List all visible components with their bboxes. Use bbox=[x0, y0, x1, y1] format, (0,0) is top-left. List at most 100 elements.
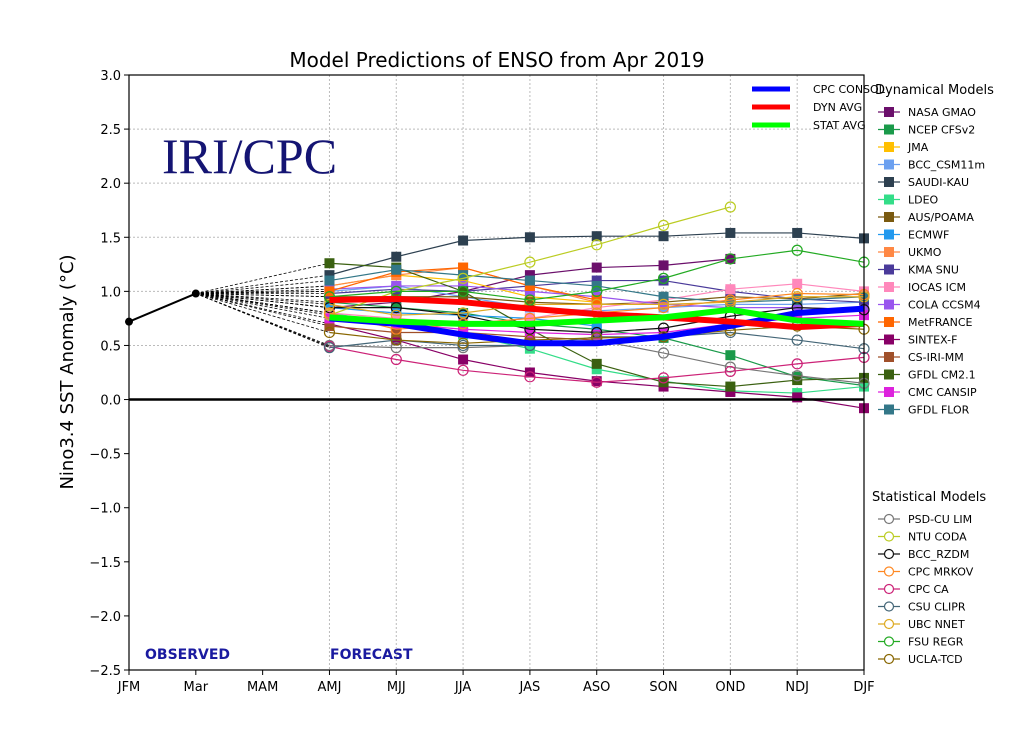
point-gfdl-flor bbox=[391, 264, 402, 275]
series-line-dyn-avg bbox=[329, 295, 865, 331]
point-gfdl-cm2-1 bbox=[725, 381, 736, 392]
point-ntu-coda bbox=[457, 272, 469, 284]
legend-label: CS-IRI-MM bbox=[908, 351, 964, 364]
point-fsu-regr bbox=[457, 285, 469, 297]
point-fsu-regr bbox=[791, 244, 803, 256]
legend-marker bbox=[884, 404, 894, 415]
y-tick-label: 0.5 bbox=[100, 339, 121, 354]
point-cpc-ca bbox=[791, 358, 803, 370]
series-line-psd-cu-lim bbox=[329, 339, 865, 384]
point-ucla-tcd bbox=[323, 326, 336, 339]
point-cs-iri-mm bbox=[391, 327, 402, 338]
point-sintex-f bbox=[591, 376, 602, 387]
point-ntu-coda bbox=[724, 201, 736, 213]
connector-dashed-line bbox=[195, 293, 330, 327]
y-tick-label: −0.5 bbox=[89, 448, 121, 463]
legend-marker bbox=[884, 229, 894, 240]
legend-marker bbox=[884, 124, 894, 135]
point-bcc-rzdm bbox=[390, 301, 402, 314]
y-tick-label: 3.0 bbox=[100, 69, 121, 84]
legend-label: BCC_RZDM bbox=[908, 548, 969, 561]
legend-marker bbox=[884, 387, 894, 397]
legend-label: AUS/POAMA bbox=[908, 211, 974, 224]
legend-label: NASA GMAO bbox=[908, 106, 976, 119]
point-sintex-f bbox=[458, 354, 469, 365]
point-metfrance bbox=[591, 295, 602, 306]
legend-label: ECMWF bbox=[908, 229, 949, 242]
point-ldeo bbox=[591, 364, 602, 375]
point-gfdl-flor bbox=[658, 291, 669, 302]
x-tick-label: JFM bbox=[117, 680, 141, 695]
y-tick-label: −1.5 bbox=[89, 556, 121, 571]
legend-marker bbox=[884, 299, 894, 310]
point-bcc-rzdm bbox=[323, 301, 336, 314]
legend-title: Dynamical Models bbox=[875, 83, 994, 98]
point-kma-snu bbox=[591, 275, 602, 286]
legend-label: STAT AVG bbox=[813, 119, 866, 132]
point-sintex-f bbox=[524, 367, 535, 378]
legend-title: Statistical Models bbox=[872, 490, 986, 505]
point-metfrance bbox=[524, 280, 535, 291]
legend-marker bbox=[883, 566, 895, 577]
connector-dashed-line bbox=[195, 293, 330, 298]
series-line-stat-avg bbox=[329, 306, 865, 327]
point-cmc-cansip bbox=[524, 327, 535, 338]
x-tick-label: Mar bbox=[184, 680, 209, 695]
point-ubc-nnet bbox=[657, 298, 670, 310]
point-nasa-gmao bbox=[591, 262, 602, 273]
legend-marker bbox=[884, 177, 894, 187]
point-ldeo bbox=[524, 343, 535, 354]
point-ncep-cfsv2 bbox=[725, 350, 736, 361]
legend-label: PSD-CU LIM bbox=[908, 513, 972, 526]
point-cpc-ca bbox=[724, 365, 736, 378]
point-gfdl-cm2-1 bbox=[324, 258, 335, 269]
point-ntu-coda bbox=[591, 239, 603, 251]
point-gfdl-flor bbox=[524, 275, 535, 286]
connector-dashed-line bbox=[195, 293, 330, 333]
point-aus-poama bbox=[524, 297, 535, 308]
point-ntu-coda bbox=[524, 256, 536, 268]
connector-dashed-line bbox=[195, 293, 330, 348]
point-metfrance bbox=[458, 262, 469, 273]
point-cpc-mrkov bbox=[791, 287, 803, 300]
legend-marker bbox=[884, 212, 894, 222]
point-saudi-kau bbox=[792, 227, 803, 238]
point-ucla-tcd bbox=[390, 334, 402, 346]
point-saudi-kau bbox=[391, 251, 402, 262]
point-gfdl-cm2-1 bbox=[658, 377, 669, 388]
legend-label: JMA bbox=[907, 141, 929, 154]
legend-label: FSU REGR bbox=[908, 636, 964, 649]
point-gfdl-flor bbox=[792, 295, 803, 306]
point-ucla-tcd bbox=[457, 337, 469, 349]
legend-label: SINTEX-F bbox=[908, 334, 957, 347]
point-ubc-nnet bbox=[591, 298, 603, 310]
y-tick-label: 2.5 bbox=[100, 123, 121, 138]
point-psd-cu-lim bbox=[791, 370, 803, 382]
legend-marker bbox=[883, 653, 895, 665]
connector-dashed-line bbox=[195, 293, 330, 319]
legend-marker bbox=[884, 352, 894, 362]
legend-label: GFDL CM2.1 bbox=[908, 369, 976, 382]
y-tick-label: 1.5 bbox=[100, 231, 121, 246]
point-saudi-kau bbox=[658, 231, 669, 242]
point-ubc-nnet bbox=[457, 307, 469, 319]
point-csu-clipr bbox=[323, 342, 336, 354]
series-line-csu-clipr bbox=[329, 331, 865, 350]
point-cmc-cansip bbox=[658, 327, 669, 338]
y-tick-label: −2.5 bbox=[89, 664, 121, 679]
point-sintex-f bbox=[725, 386, 736, 397]
legend-marker bbox=[883, 601, 895, 612]
point-cs-iri-mm bbox=[324, 320, 335, 331]
legend-marker bbox=[884, 369, 894, 380]
point-psd-cu-lim bbox=[390, 342, 402, 354]
legend-marker bbox=[883, 548, 895, 560]
x-tick-label: JJA bbox=[454, 680, 471, 695]
legend-marker bbox=[884, 247, 894, 257]
legend-label: CPC MRKOV bbox=[908, 566, 974, 579]
legend-label: CPC CA bbox=[908, 583, 949, 596]
point-cpc-ca bbox=[457, 364, 469, 376]
point-saudi-kau bbox=[725, 227, 736, 238]
point-jma bbox=[524, 291, 535, 302]
point-saudi-kau bbox=[324, 270, 335, 281]
